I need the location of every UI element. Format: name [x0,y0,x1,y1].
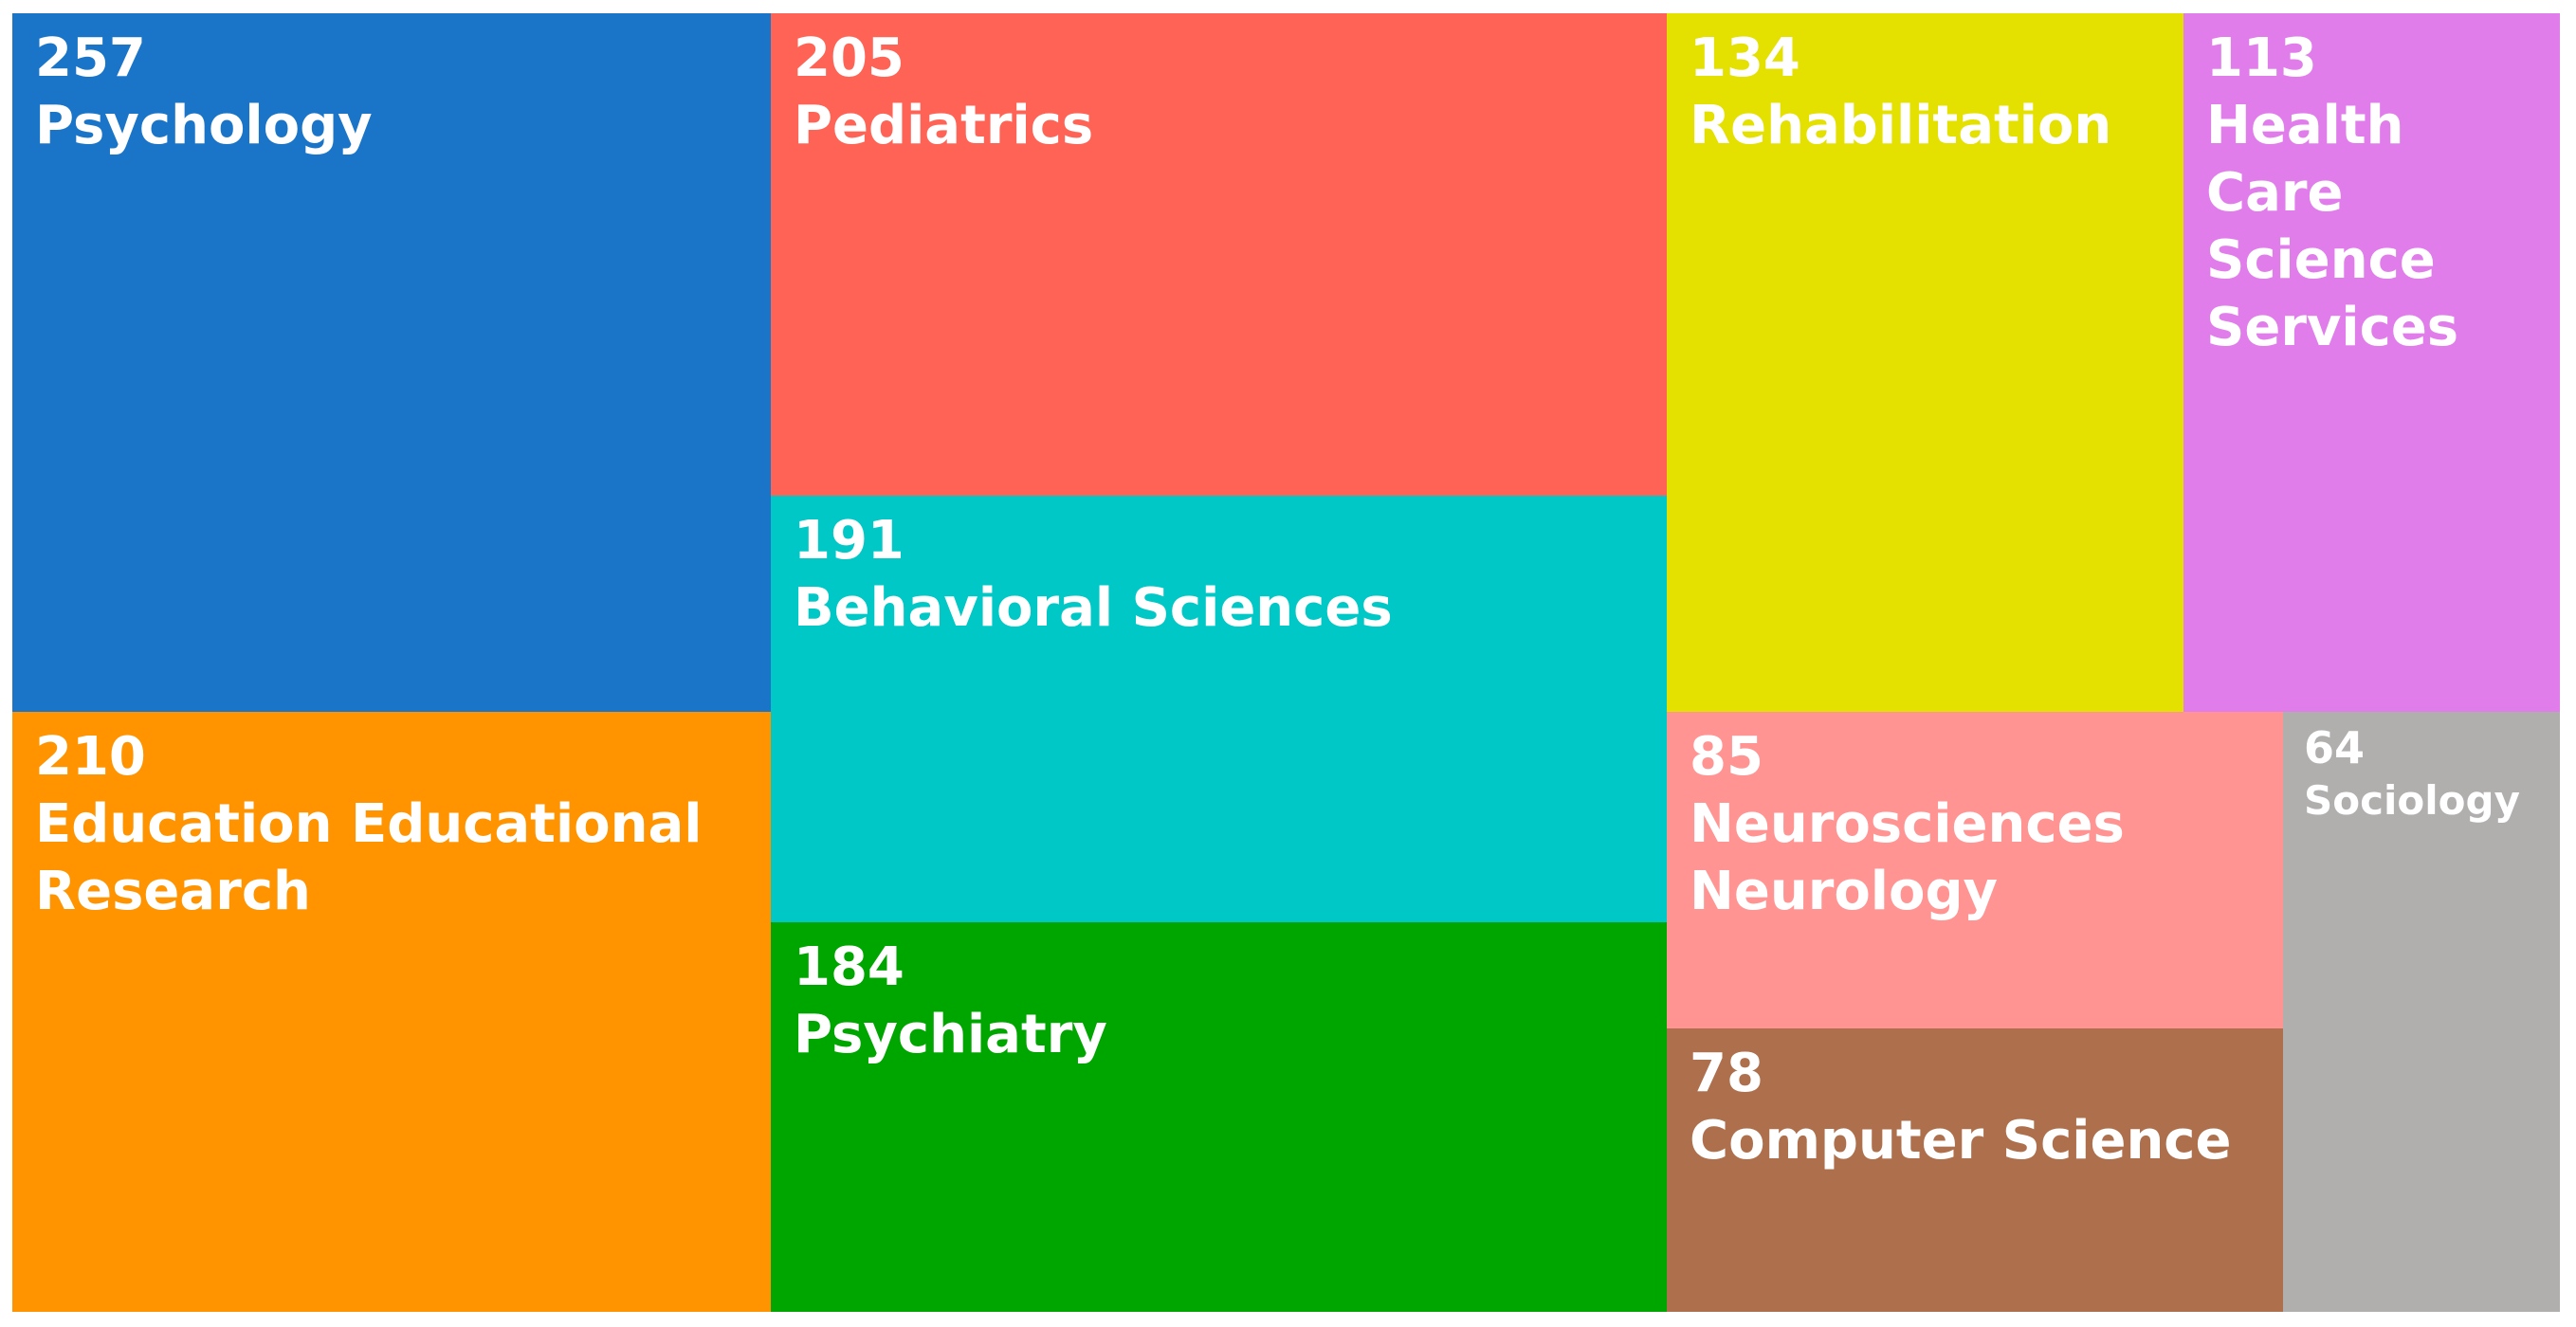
tile-value: 191 [794,510,904,572]
tile-label: Psychology [35,95,373,156]
tile-label: Sociology [2304,777,2520,824]
treemap-tile-psychology: 257 Psychology [12,13,771,712]
tile-value: 85 [1690,726,1763,788]
tile-text: 78 Computer Science [1690,1040,2272,1174]
tile-label: Rehabilitation [1690,95,2112,156]
tile-label: Education Educational Research [35,793,703,922]
tile-text: 85 Neurosciences Neurology [1690,723,2272,925]
treemap-tile-computer-science: 78 Computer Science [1667,1028,2283,1312]
tile-text: 257 Psychology [35,25,759,159]
tile-label: Health Care Science Services [2206,95,2459,358]
tile-text: 210 Education Educational Research [35,723,759,925]
tile-value: 184 [794,936,904,998]
tile-text: 191 Behavioral Sciences [794,507,1655,642]
treemap-tile-sociology: 64 Sociology [2283,712,2560,1312]
treemap-tile-health-care-science-services: 113 Health Care Science Services [2183,13,2560,712]
treemap-chart: 257 Psychology 210 Education Educational Re… [12,13,2560,1312]
tile-text: 134 Rehabilitation [1690,25,2172,159]
tile-text: 184 Psychiatry [794,934,1655,1068]
tile-value: 64 [2304,722,2366,773]
tile-value: 257 [35,27,146,89]
treemap-tile-pediatrics: 205 Pediatrics [771,13,1667,496]
tile-value: 78 [1690,1043,1763,1104]
tile-label: Behavioral Sciences [794,577,1393,639]
tile-label: Pediatrics [794,95,1094,156]
tile-text: 113 Health Care Science Services [2206,25,2549,361]
treemap-tile-psychiatry: 184 Psychiatry [771,922,1667,1312]
tile-value: 205 [794,27,904,89]
treemap-tile-education-educational-research: 210 Education Educational Research [12,712,771,1312]
tile-label: Computer Science [1690,1110,2232,1172]
tile-text: 64 Sociology [2304,721,2549,827]
treemap-tile-behavioral-sciences: 191 Behavioral Sciences [771,496,1667,922]
tile-value: 134 [1690,27,1800,89]
tile-value: 113 [2206,27,2317,89]
treemap-tile-neurosciences-neurology: 85 Neurosciences Neurology [1667,712,2283,1028]
tile-value: 210 [35,726,146,788]
treemap-tile-rehabilitation: 134 Rehabilitation [1667,13,2183,712]
tile-text: 205 Pediatrics [794,25,1655,159]
tile-label: Psychiatry [794,1004,1107,1065]
tile-label: Neurosciences Neurology [1690,793,2125,922]
